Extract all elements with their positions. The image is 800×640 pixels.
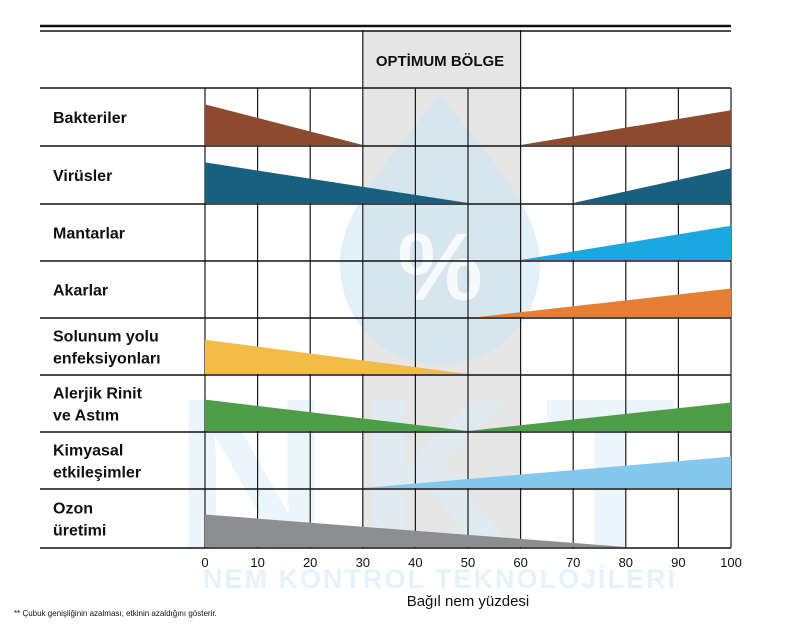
row-label-4-0: Solunum yolu xyxy=(53,329,159,346)
row-label-3-0: Akarlar xyxy=(53,283,108,300)
bar-segment-5-0 xyxy=(205,399,468,431)
row-label-7-1: üretimi xyxy=(53,523,106,540)
row-label-4-1: enfeksiyonları xyxy=(53,351,161,368)
x-axis-title: Bağıl nem yüzdesi xyxy=(407,593,530,610)
bar-segment-3-0 xyxy=(478,288,731,317)
watermark-percent-symbol: % xyxy=(397,214,482,321)
bar-segment-1-0 xyxy=(205,162,468,203)
x-tick-label-90: 90 xyxy=(671,555,685,570)
bar-segment-0-1 xyxy=(520,110,731,145)
bars-layer xyxy=(205,104,731,547)
x-tick-label-80: 80 xyxy=(619,555,633,570)
x-tick-label-20: 20 xyxy=(303,555,317,570)
x-tick-label-100: 100 xyxy=(720,555,742,570)
x-tick-label-60: 60 xyxy=(513,555,527,570)
row-label-5-0: Alerjik Rinit xyxy=(53,386,143,403)
footnote: ** Çubuk genişliğinin azalması, etkinin … xyxy=(14,609,217,618)
row-label-6-1: etkileşimler xyxy=(53,465,141,482)
water-drop-icon xyxy=(340,92,540,365)
row-label-5-1: ve Astım xyxy=(53,408,119,425)
bar-segment-4-0 xyxy=(205,339,468,374)
watermark-company-name: NEM KONTROL TEKNOLOJİLERİ xyxy=(203,564,677,594)
row-rules-layer xyxy=(40,24,731,549)
row-label-6-0: Kimyasal xyxy=(53,443,123,460)
row-label-1-0: Virüsler xyxy=(53,168,112,185)
optimum-zone-label: OPTİMUM BÖLGE xyxy=(376,53,504,70)
x-tick-label-10: 10 xyxy=(250,555,264,570)
bar-segment-0-0 xyxy=(205,104,363,145)
x-tick-label-50: 50 xyxy=(461,555,475,570)
x-tick-label-0: 0 xyxy=(201,555,208,570)
x-tick-label-40: 40 xyxy=(408,555,422,570)
bar-segment-7-0 xyxy=(205,514,626,547)
bar-segment-6-0 xyxy=(362,456,731,488)
x-tick-label-30: 30 xyxy=(356,555,370,570)
bar-segment-5-1 xyxy=(468,402,731,431)
bar-segment-2-0 xyxy=(520,225,731,260)
x-tick-label-70: 70 xyxy=(566,555,580,570)
row-labels-layer: Bakteriler Virüsler Mantarlar Akarlar Solunu… xyxy=(53,110,161,540)
row-label-7-0: Ozon xyxy=(53,501,93,518)
bar-segment-1-1 xyxy=(573,168,731,203)
x-ticks-layer: 0 10 20 30 40 50 60 70 80 90 100 xyxy=(201,555,741,570)
row-label-0-0: Bakteriler xyxy=(53,110,127,127)
row-label-2-0: Mantarlar xyxy=(53,226,125,243)
